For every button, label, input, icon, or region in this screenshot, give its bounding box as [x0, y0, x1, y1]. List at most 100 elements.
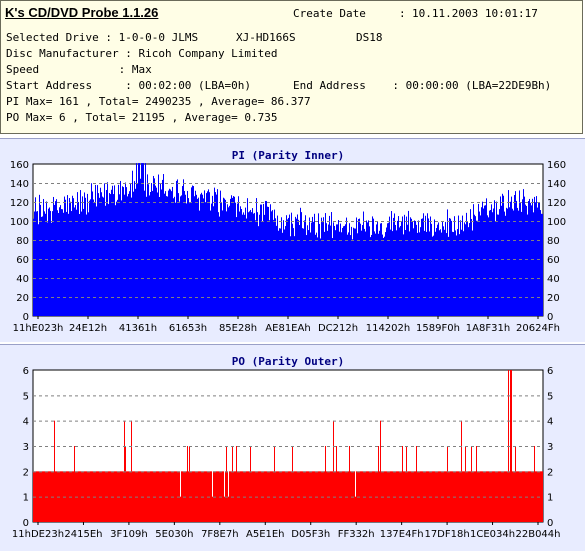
bar — [252, 471, 253, 522]
bar — [397, 220, 398, 316]
bar — [64, 196, 65, 316]
bar — [119, 194, 120, 316]
bar — [529, 471, 530, 522]
bar — [377, 221, 378, 316]
bar — [67, 471, 68, 522]
bar — [129, 191, 130, 316]
bar — [130, 183, 131, 316]
bar — [166, 196, 167, 316]
bar — [66, 211, 67, 316]
bar — [475, 216, 476, 316]
bar — [308, 471, 309, 522]
bar — [88, 212, 89, 316]
bar — [330, 471, 331, 522]
bar — [180, 196, 181, 316]
bar — [219, 216, 220, 316]
bar — [235, 471, 236, 522]
bar — [327, 230, 328, 316]
bar — [442, 221, 443, 316]
bar-series — [33, 163, 543, 316]
bar — [448, 236, 449, 316]
bar — [69, 198, 70, 316]
bar — [403, 471, 404, 522]
bar — [223, 197, 224, 316]
bar — [492, 471, 493, 522]
bar — [192, 471, 193, 522]
bar — [506, 207, 507, 316]
bar — [40, 204, 41, 316]
bar — [86, 214, 87, 316]
bar — [404, 214, 405, 316]
bar — [537, 207, 538, 316]
bar — [415, 221, 416, 316]
bar — [307, 471, 308, 522]
y-tick-label-right: 80 — [547, 236, 560, 247]
bar — [91, 471, 92, 522]
y-tick-label-right: 100 — [547, 217, 566, 228]
bar — [437, 224, 438, 316]
bar — [401, 221, 402, 316]
bar — [188, 198, 189, 316]
bar — [366, 220, 367, 316]
bar — [246, 471, 247, 522]
bar — [84, 192, 85, 316]
x-tick-label: 1CE034h — [470, 529, 515, 540]
bar — [488, 217, 489, 316]
bar — [367, 471, 368, 522]
bar — [494, 200, 495, 316]
bar — [355, 228, 356, 316]
bar — [435, 231, 436, 316]
bar — [446, 233, 447, 316]
pi-summary: PI Max= 161 , Total= 2490235 , Average= … — [6, 95, 311, 108]
bar — [422, 471, 423, 522]
bar — [99, 197, 100, 316]
bar — [380, 420, 381, 522]
bar — [227, 204, 228, 316]
bar — [285, 226, 286, 316]
bar — [297, 214, 298, 316]
bar — [433, 471, 434, 522]
bar — [212, 195, 213, 316]
bar — [121, 471, 122, 522]
bar — [202, 194, 203, 316]
bar — [122, 471, 123, 522]
bar — [441, 232, 442, 316]
speed-value: Max — [131, 63, 152, 76]
bar — [137, 183, 138, 316]
y-tick-label-right: 1 — [547, 493, 553, 504]
bar — [240, 471, 241, 522]
bar — [143, 163, 144, 316]
bar — [510, 201, 511, 316]
bar — [246, 218, 247, 316]
bar — [111, 189, 112, 316]
bar — [343, 471, 344, 522]
bar — [226, 446, 227, 522]
bar — [170, 471, 171, 522]
bar — [468, 227, 469, 316]
bar — [476, 220, 477, 316]
bar — [447, 209, 448, 316]
selected-drive-row: Selected Drive : 1-0-0-0 JLMS — [6, 31, 199, 44]
end-address-value: 00:00:00 (LBA=22DE9Bh) — [405, 79, 552, 92]
x-tick-label: AE81EAh — [265, 323, 310, 334]
y-tick-label-left: 1 — [23, 493, 29, 504]
bar — [220, 190, 221, 316]
bar — [101, 192, 102, 316]
bar — [461, 229, 462, 316]
bar — [386, 471, 387, 522]
bar — [200, 471, 201, 522]
bar — [92, 191, 93, 316]
bar — [471, 218, 472, 316]
bar — [68, 213, 69, 316]
bar — [355, 496, 356, 522]
bar — [216, 471, 217, 522]
bar — [452, 231, 453, 316]
bar — [273, 219, 274, 316]
bar — [255, 220, 256, 316]
bar — [462, 215, 463, 316]
bar — [72, 471, 73, 522]
bar — [302, 228, 303, 316]
bar — [440, 471, 441, 522]
bar — [542, 213, 543, 316]
bar — [43, 198, 44, 316]
